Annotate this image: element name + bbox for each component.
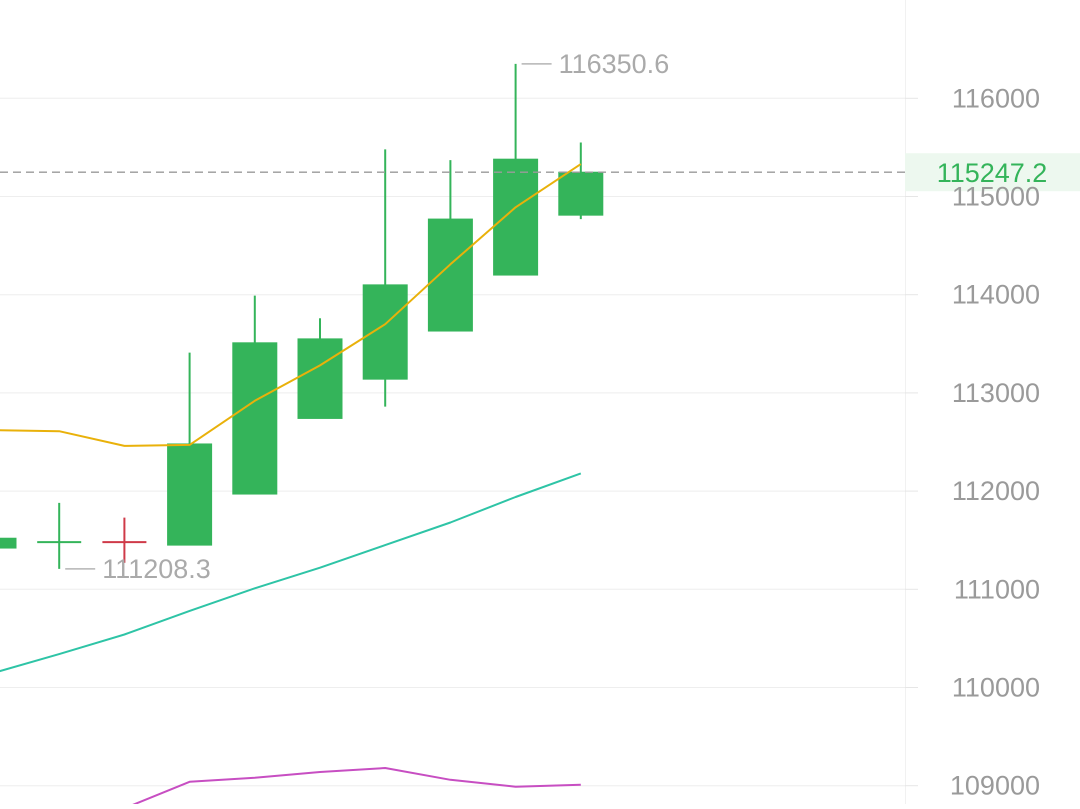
candle-body [167, 443, 213, 546]
candle [362, 149, 408, 407]
candle [232, 295, 278, 495]
grid-layer [0, 0, 918, 804]
y-tick-label: 115000 [952, 182, 1040, 212]
candle [493, 63, 539, 276]
ma-line-2 [0, 472, 582, 673]
current-price-layer: 115247.2 [0, 153, 1080, 192]
candle [0, 537, 17, 549]
y-tick-label: 116000 [952, 83, 1040, 113]
candle-body [427, 218, 473, 332]
ma-line-1 [0, 163, 582, 447]
candle-body [362, 284, 408, 380]
y-tick-label: 109000 [950, 771, 1040, 801]
candle [37, 502, 82, 569]
candle [558, 142, 604, 220]
y-axis: 109000 110000 111000 112000 113000 114000 1150… [950, 83, 1040, 800]
y-tick-label: 114000 [952, 280, 1040, 310]
candles-layer [0, 63, 604, 569]
ma-line-3 [117, 767, 581, 809]
low-marker-label: 111208.3 [102, 554, 211, 584]
candle-body [0, 537, 17, 549]
candle [297, 318, 343, 419]
extreme-markers-layer: 116350.6 111208.3 [65, 49, 669, 584]
candle-body [297, 338, 343, 419]
current-price-label-bg [905, 153, 1080, 192]
y-tick-label: 111000 [954, 574, 1040, 604]
candle-body [493, 158, 539, 276]
candle-body [558, 171, 604, 216]
high-marker-label: 116350.6 [559, 49, 670, 79]
candle [427, 160, 473, 332]
y-tick-label: 113000 [952, 378, 1040, 408]
candle [102, 517, 147, 563]
current-price-label: 115247.2 [937, 158, 1048, 188]
y-tick-label: 112000 [952, 476, 1040, 506]
candle [167, 352, 213, 546]
y-tick-label: 110000 [952, 673, 1040, 703]
ma-lines-layer [0, 163, 582, 809]
candle-body [232, 342, 278, 495]
